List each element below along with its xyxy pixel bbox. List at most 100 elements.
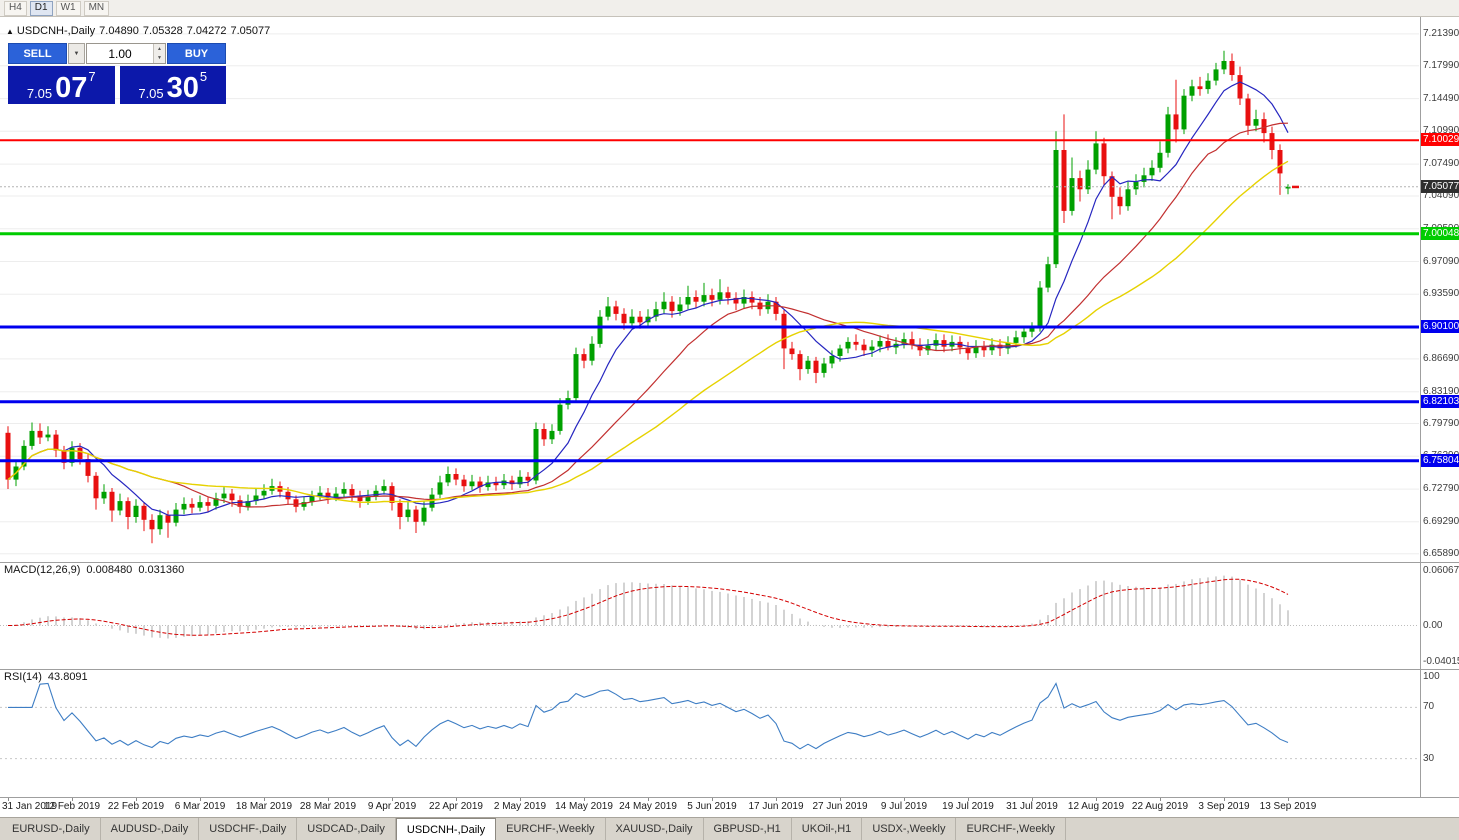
symbol-tab[interactable]: AUDUSD-,Daily xyxy=(101,818,200,840)
timeframe-button-mn[interactable]: MN xyxy=(83,0,110,16)
price-chart-pane[interactable]: ▲ USDCNH-,Daily 7.04890 7.05328 7.04272 7.050… xyxy=(0,17,1420,562)
price-tick-label: 6.72790 xyxy=(1423,483,1459,494)
rsi-label-row: RSI(14) 43.8091 xyxy=(4,671,94,683)
time-tick xyxy=(328,797,329,801)
sell-price-pipette: 7 xyxy=(88,69,96,84)
price-tick-label: 6.83190 xyxy=(1423,386,1459,397)
macd-signal-value: 0.031360 xyxy=(138,564,185,576)
price-tick-label: 7.10990 xyxy=(1423,125,1459,136)
time-tick xyxy=(264,797,265,801)
spinner-up-icon[interactable]: ▲ xyxy=(154,44,165,54)
buy-price-handle: 7.05 xyxy=(138,85,164,101)
symbol-tab[interactable]: USDCAD-,Daily xyxy=(297,818,396,840)
macd-min-label: -0.040152 xyxy=(1423,656,1459,667)
price-tick-label: 6.65890 xyxy=(1423,548,1459,559)
date-label: 24 May 2019 xyxy=(619,801,677,812)
pane-separator[interactable] xyxy=(0,797,1459,798)
hline-price-label: 6.82103 xyxy=(1421,395,1459,408)
hline-price-label: 7.00048 xyxy=(1421,227,1459,240)
timeframe-button-d1[interactable]: D1 xyxy=(29,0,53,16)
current-price-label: 7.05077 xyxy=(1421,180,1459,193)
time-tick xyxy=(1032,797,1033,801)
ohlc-high: 7.05328 xyxy=(142,25,183,37)
time-tick xyxy=(1160,797,1161,801)
symbol-tab[interactable]: UKOil-,H1 xyxy=(792,818,863,840)
date-label: 5 Jun 2019 xyxy=(687,801,737,812)
macd-label-row: MACD(12,26,9) 0.008480 0.031360 xyxy=(4,564,190,576)
time-tick xyxy=(456,797,457,801)
time-scale[interactable]: 31 Jan 2019 12 Feb 2019 22 Feb 2019 6 Mar 2… xyxy=(0,797,1459,817)
price-tick-label: 7.04090 xyxy=(1423,190,1459,201)
timeframe-button-h4[interactable]: H4 xyxy=(4,0,27,16)
time-tick xyxy=(1288,797,1289,801)
rsi-100-label: 100 xyxy=(1423,671,1440,682)
rsi-canvas[interactable] xyxy=(0,669,1420,797)
date-label: 19 Jul 2019 xyxy=(942,801,994,812)
date-label: 28 Mar 2019 xyxy=(299,801,357,812)
time-tick xyxy=(1096,797,1097,801)
symbol-tab[interactable]: USDCNH-,Daily xyxy=(395,818,497,840)
chevron-down-icon: ▼ xyxy=(73,50,80,57)
symbol-tab[interactable]: EURCHF-,Weekly xyxy=(496,818,606,840)
volume-spinner: ▲ ▼ xyxy=(153,44,165,63)
macd-main-value: 0.008480 xyxy=(86,564,133,576)
pane-separator[interactable] xyxy=(0,562,1459,563)
date-label: 2 May 2019 xyxy=(493,801,547,812)
date-label: 31 Jul 2019 xyxy=(1006,801,1058,812)
rsi-name: RSI(14) xyxy=(4,671,42,683)
sell-price-display[interactable]: 7.05 07 7 xyxy=(8,66,115,104)
price-tick-label: 7.07490 xyxy=(1423,158,1459,169)
time-tick xyxy=(968,797,969,801)
price-tick-label: 7.14490 xyxy=(1423,93,1459,104)
price-tick-label: 6.86690 xyxy=(1423,353,1459,364)
price-scale[interactable]: 7.21390 7.17990 7.14490 7.10990 7.07490 7.040… xyxy=(1420,17,1459,797)
hline-price-label: 6.90100 xyxy=(1421,320,1459,333)
current-price-marker-icon xyxy=(1292,185,1299,189)
time-tick xyxy=(584,797,585,801)
time-tick xyxy=(840,797,841,801)
rsi-70-label: 70 xyxy=(1423,701,1435,712)
symbol-tab[interactable]: EURUSD-,Daily xyxy=(2,818,101,840)
macd-max-label: 0.060674 xyxy=(1423,565,1459,576)
time-tick xyxy=(1224,797,1225,801)
sell-button[interactable]: SELL xyxy=(8,43,67,64)
date-label: 12 Feb 2019 xyxy=(43,801,101,812)
ohlc-low: 7.04272 xyxy=(186,25,227,37)
macd-indicator-pane[interactable]: MACD(12,26,9) 0.008480 0.031360 xyxy=(0,562,1420,669)
date-label: 12 Aug 2019 xyxy=(1067,801,1125,812)
price-tick-label: 7.17990 xyxy=(1423,60,1459,71)
timeframe-button-w1[interactable]: W1 xyxy=(55,0,81,16)
time-tick xyxy=(72,797,73,801)
symbol-tab[interactable]: USDCHF-,Daily xyxy=(199,818,298,840)
date-label: 27 Jun 2019 xyxy=(812,801,868,812)
symbol-tab[interactable]: XAUUSD-,Daily xyxy=(606,818,704,840)
price-tick-label: 6.93590 xyxy=(1423,288,1459,299)
hline-price-label: 6.75804 xyxy=(1421,454,1459,467)
symbol-tab[interactable]: USDX-,Weekly xyxy=(862,818,957,840)
price-tick-label: 6.69290 xyxy=(1423,516,1459,527)
rsi-indicator-pane[interactable]: RSI(14) 43.8091 xyxy=(0,669,1420,797)
timeframe-toolbar: H4 D1 W1 MN xyxy=(0,0,1459,17)
symbol-tab[interactable]: GBPUSD-,H1 xyxy=(704,818,792,840)
buy-price-display[interactable]: 7.05 30 5 xyxy=(119,66,226,104)
time-tick xyxy=(392,797,393,801)
order-type-dropdown[interactable]: ▼ xyxy=(68,43,85,64)
time-tick xyxy=(648,797,649,801)
macd-name: MACD(12,26,9) xyxy=(4,564,81,576)
buy-price-pipette: 5 xyxy=(199,69,208,84)
sell-price-pips: 07 xyxy=(55,72,88,105)
pane-separator[interactable] xyxy=(0,669,1459,670)
macd-canvas[interactable] xyxy=(0,562,1420,669)
ohlc-close: 7.05077 xyxy=(230,25,271,37)
buy-button[interactable]: BUY xyxy=(167,43,226,64)
date-label: 17 Jun 2019 xyxy=(748,801,804,812)
chart-tabs-bar: EURUSD-,Daily AUDUSD-,Daily USDCHF-,Daily U… xyxy=(0,817,1459,840)
one-click-trading-panel: SELL ▼ ▲ ▼ BUY 7.05 07 7 7.05 30 xyxy=(8,43,226,104)
chart-title: ▲ USDCNH-,Daily 7.04890 7.05328 7.04272 7.050… xyxy=(6,25,274,37)
date-label: 22 Feb 2019 xyxy=(107,801,165,812)
spinner-down-icon[interactable]: ▼ xyxy=(154,53,165,63)
price-chart-canvas[interactable] xyxy=(0,17,1420,562)
symbol-tab[interactable]: EURCHF-,Weekly xyxy=(956,818,1066,840)
date-label: 3 Sep 2019 xyxy=(1198,801,1250,812)
volume-input[interactable] xyxy=(87,44,153,63)
